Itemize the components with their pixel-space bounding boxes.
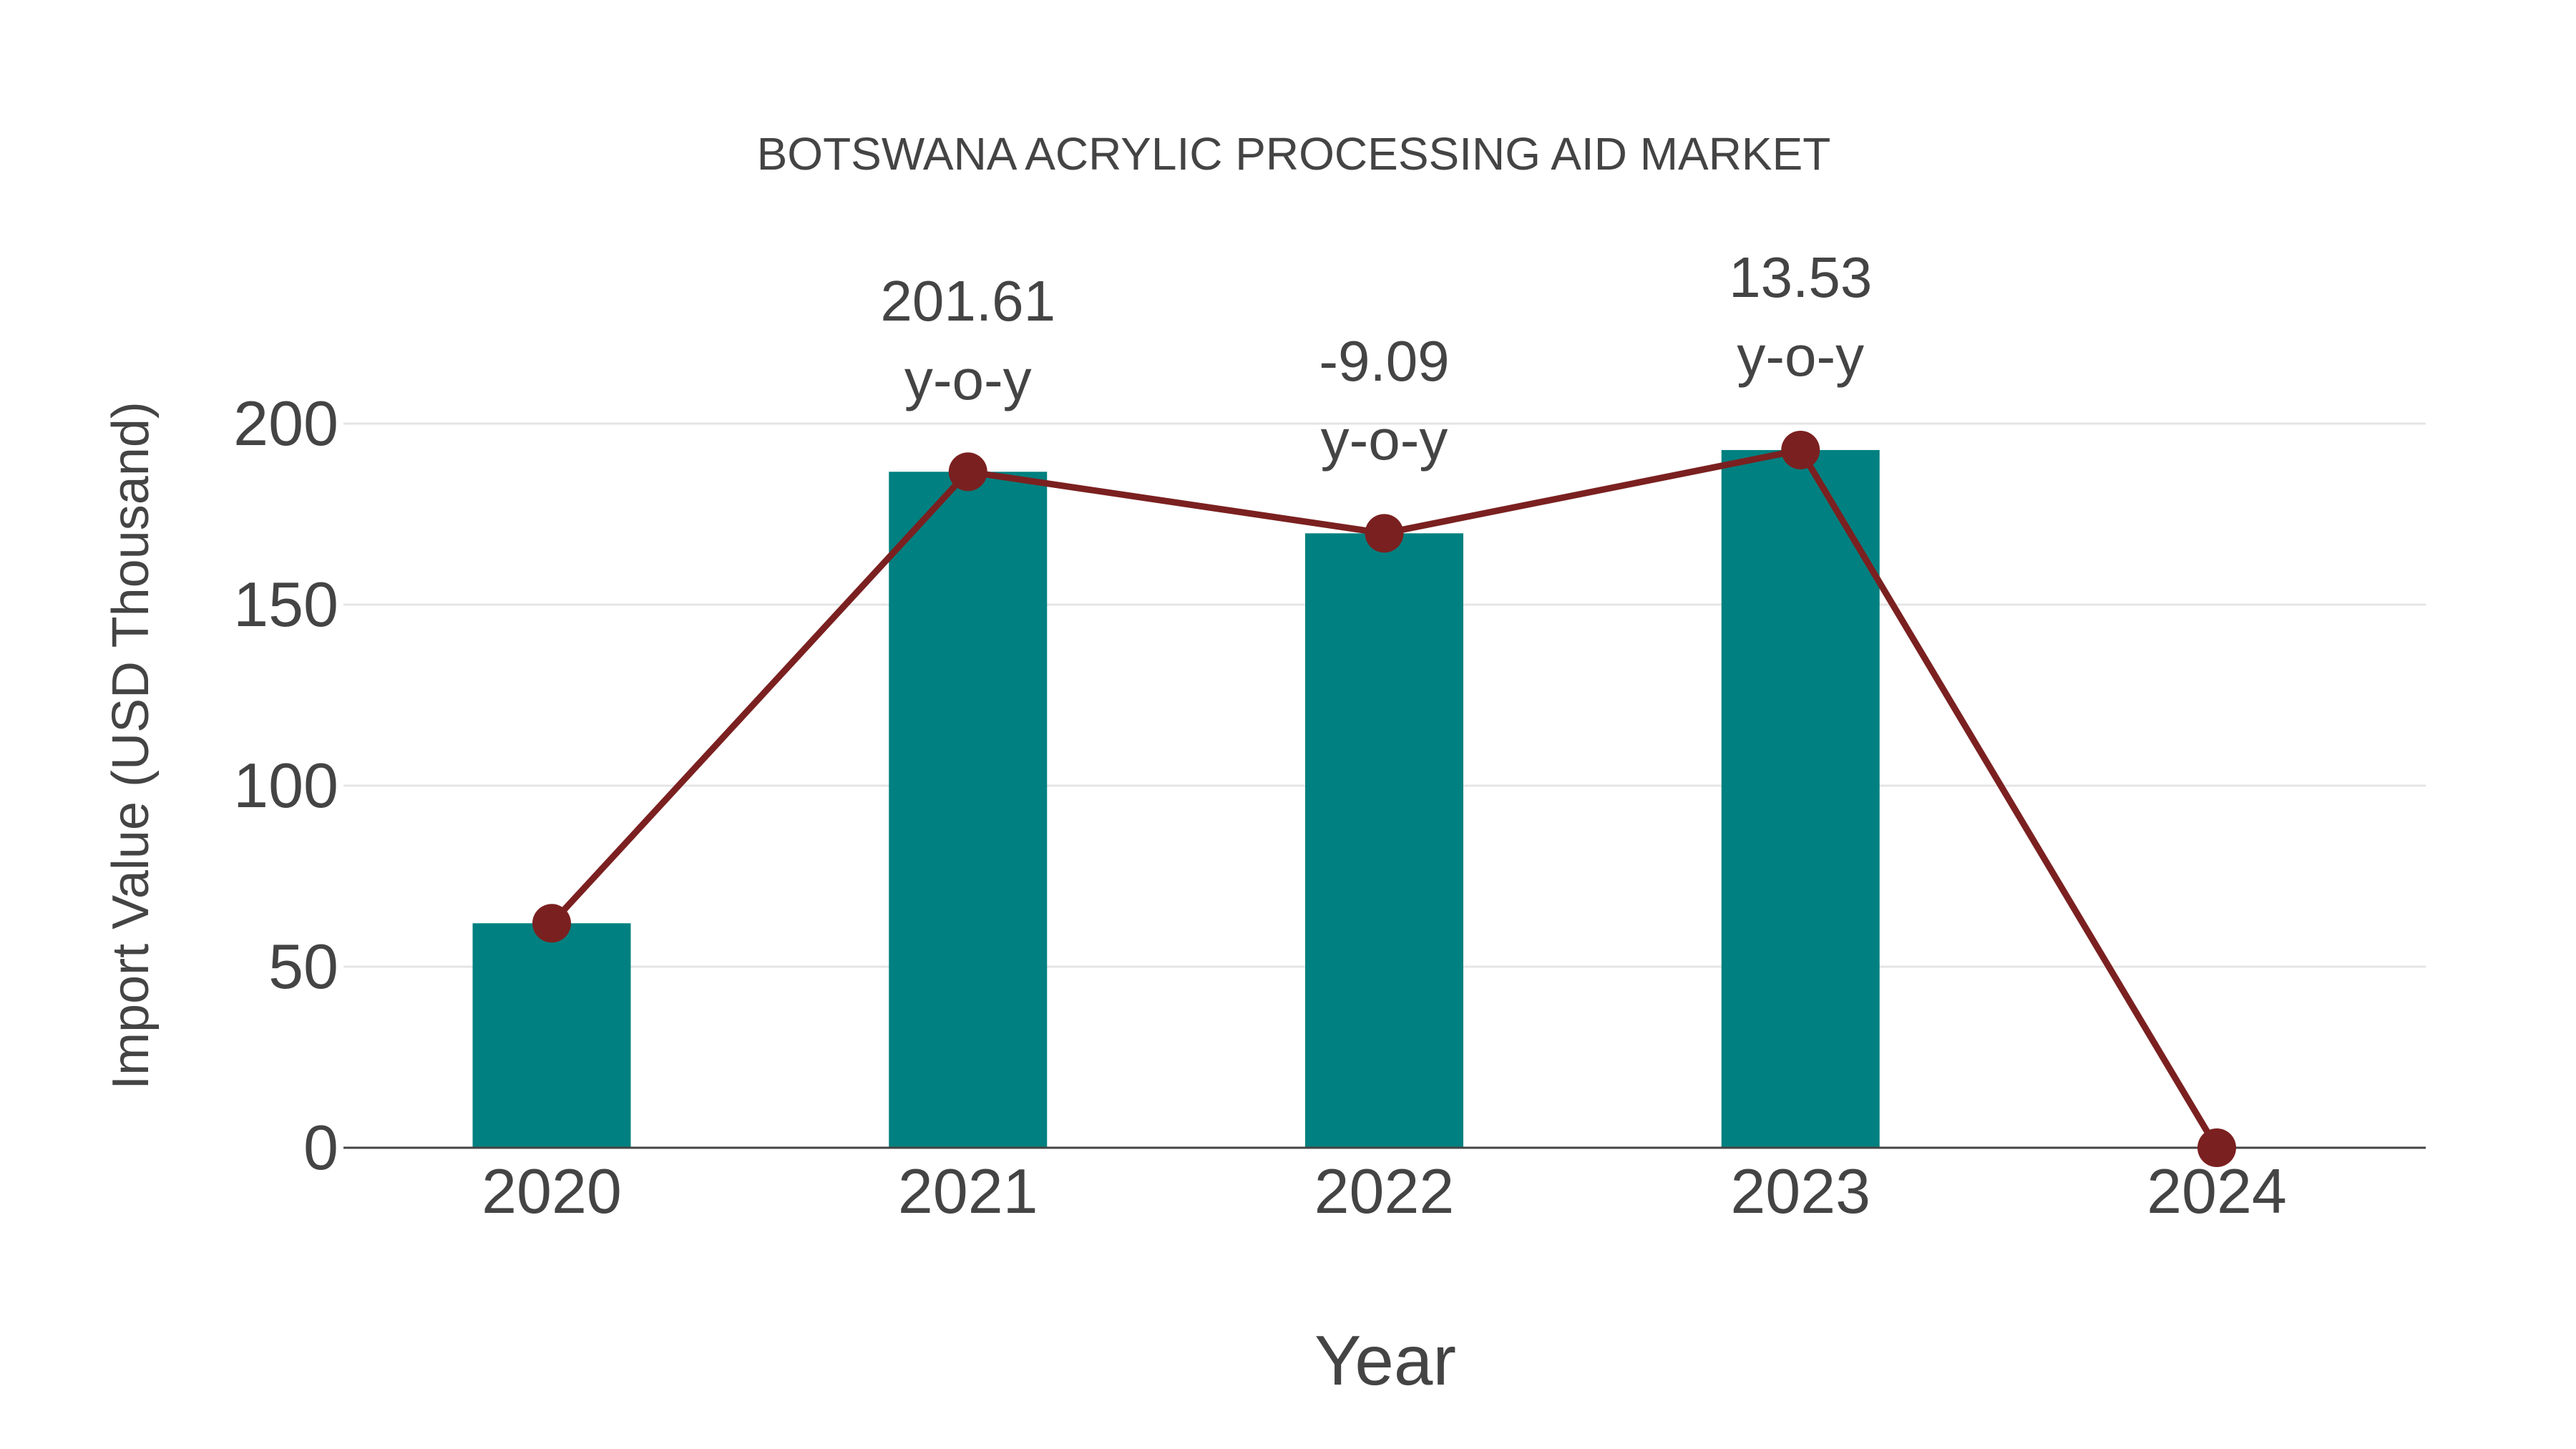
yoy-annotation-2022: -9.09 y-o-y xyxy=(1206,322,1563,479)
bar-series xyxy=(472,449,1880,1148)
bar-2021 xyxy=(889,472,1048,1148)
yoy-unit: y-o-y xyxy=(904,348,1032,411)
x-tick-label: 2020 xyxy=(482,1156,622,1226)
x-axis-title: Year xyxy=(1314,1321,1457,1400)
y-tick-label: 150 xyxy=(233,569,338,640)
x-tick-label: 2022 xyxy=(1314,1156,1455,1226)
line-markers xyxy=(532,430,2236,1167)
marker-2021 xyxy=(948,452,987,492)
chart-title: BOTSWANA ACRYLIC PROCESSING AID MARKET xyxy=(756,128,1831,180)
marker-2020 xyxy=(532,904,571,943)
y-axis-title: Import Value (USD Thousand) xyxy=(102,401,160,1090)
yoy-unit: y-o-y xyxy=(1737,324,1865,388)
yoy-unit: y-o-y xyxy=(1320,408,1448,472)
yoy-value: 201.61 xyxy=(880,269,1056,333)
y-tick-label: 100 xyxy=(233,750,338,821)
yoy-annotation-2021: 201.61 y-o-y xyxy=(789,262,1147,419)
y-tick-label: 200 xyxy=(233,388,338,459)
bar-2022 xyxy=(1305,533,1463,1148)
marker-2022 xyxy=(1365,514,1404,553)
marker-2023 xyxy=(1781,430,1820,469)
yoy-value: 13.53 xyxy=(1729,245,1873,309)
yoy-annotation-2023: 13.53 y-o-y xyxy=(1621,238,1979,396)
y-tick-label: 50 xyxy=(268,931,338,1002)
y-tick-label: 0 xyxy=(303,1112,338,1183)
x-tick-label: 2024 xyxy=(2147,1156,2287,1226)
bar-2023 xyxy=(1721,449,1880,1148)
yoy-value: -9.09 xyxy=(1319,329,1450,393)
bar-2020 xyxy=(472,923,631,1148)
x-tick-label: 2021 xyxy=(897,1156,1038,1226)
x-tick-label: 2023 xyxy=(1730,1156,1871,1226)
marker-2024 xyxy=(2197,1128,2236,1167)
